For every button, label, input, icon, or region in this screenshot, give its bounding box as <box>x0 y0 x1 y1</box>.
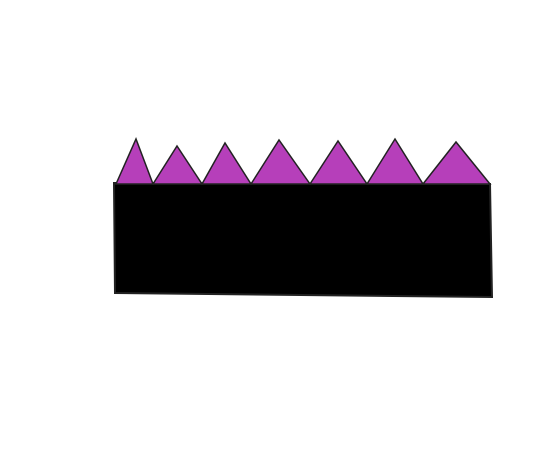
spiked-shape <box>112 137 494 299</box>
spike-5 <box>308 139 369 185</box>
spike-1 <box>114 137 155 185</box>
spike-4 <box>249 138 312 185</box>
spike-7 <box>421 140 492 185</box>
spike-6 <box>365 137 425 185</box>
purple-spikes <box>114 137 492 185</box>
spike-2 <box>151 144 204 185</box>
spike-3 <box>200 141 253 185</box>
black-base-block <box>112 181 494 299</box>
